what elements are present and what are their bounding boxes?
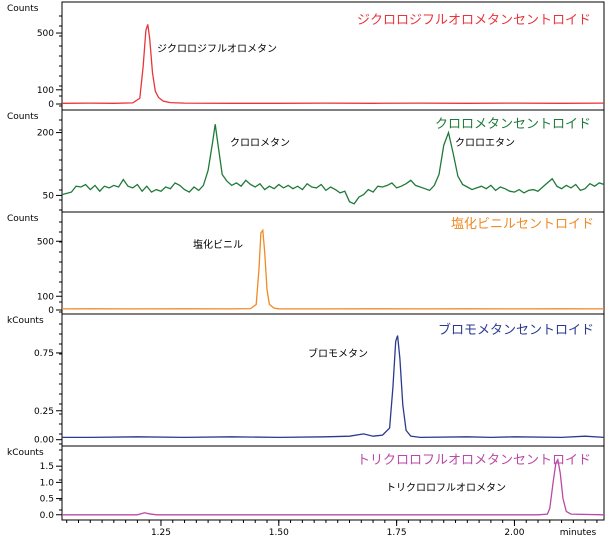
series-trace [61, 228, 605, 310]
x-tick-label: 1.50 [269, 528, 289, 537]
peak-label: クロロエタン [455, 137, 515, 149]
y-tick-label: 1.5 [40, 462, 54, 472]
x-axis: 1.25 1.50 1.75 2.00 minutes [66, 520, 598, 537]
y-unit-label: kCounts [7, 448, 44, 458]
y-tick-label: 0.5 [40, 495, 54, 505]
y-tick-label: 0 [48, 100, 54, 110]
y-tick-label: 0.00 [34, 436, 54, 446]
series-trace [62, 335, 605, 439]
series-title: 塩化ビニルセントロイド [451, 217, 594, 232]
panel-dichlorodifluoromethane: Counts 500 100 0 ジクロロジフルオロメタンセントロイドジクロロジフルオロ… [7, 1, 605, 111]
y-tick-label: 500 [37, 237, 54, 247]
y-unit-label: Counts [7, 4, 39, 14]
y-unit-label: Counts [7, 214, 39, 224]
y-tick-label: 0 [48, 306, 54, 316]
y-tick-label: 500 [37, 29, 54, 39]
peak-label: トリクロロフルオロメタン [386, 482, 506, 494]
y-tick-label: 100 [37, 86, 54, 96]
x-tick-label: 1.25 [151, 528, 171, 537]
series-title: クロロメタンセントロイド [435, 117, 591, 132]
series-title: ブロモメタンセントロイド [438, 322, 594, 338]
peak-label: ジクロロジフルオロメタン [157, 43, 277, 55]
y-unit-label: Counts [7, 112, 39, 122]
peak-label: 塩化ビニル [193, 238, 243, 251]
series-title: トリクロロフルオロメタンセントロイド [357, 453, 591, 468]
y-tick-label: 50 [43, 191, 55, 201]
series-trace [61, 124, 605, 205]
y-tick-label: 100 [37, 292, 54, 302]
y-tick-label: 200 [37, 129, 54, 139]
series-title: ジクロロジフルオロメタンセントロイド [357, 13, 591, 28]
y-unit-label: kCounts [7, 316, 44, 326]
x-tick-label: 1.75 [387, 528, 407, 537]
y-tick-label: 0.25 [34, 407, 54, 417]
y-tick-label: 1.0 [40, 478, 55, 488]
panel-trichlorofluoromethane: kCounts 1.5 1.0 0.5 0.0 トリクロロフルオロメタンセントロイドトリク… [7, 445, 605, 521]
x-tick-label: 2.00 [504, 528, 524, 537]
y-tick-label: 0.0 [40, 511, 55, 521]
peak-label: ブロモメタン [308, 347, 368, 360]
panel-frame [61, 445, 605, 521]
y-tick-label: 0.75 [34, 349, 54, 359]
series-trace [62, 457, 605, 516]
peak-label: クロロメタン [230, 137, 290, 149]
series-trace [61, 24, 605, 104]
x-unit-label: minutes [560, 528, 597, 537]
